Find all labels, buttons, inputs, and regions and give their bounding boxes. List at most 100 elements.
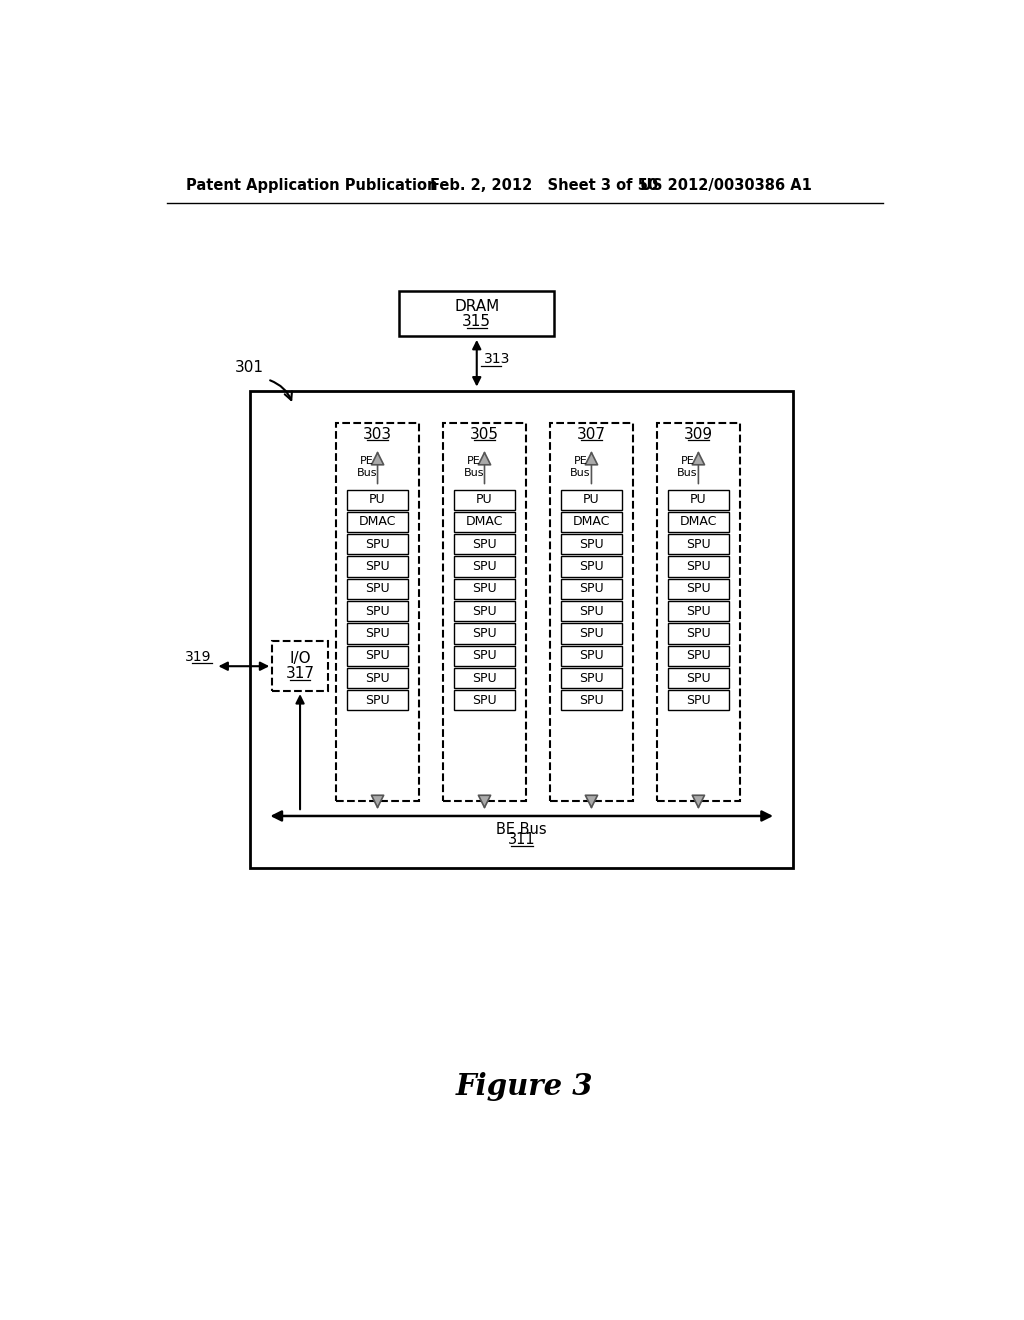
Bar	[669, 490, 729, 510]
Bar	[347, 512, 408, 532]
Bar	[455, 623, 515, 644]
Bar	[669, 557, 729, 577]
Bar	[442, 424, 526, 800]
Text: SPU: SPU	[686, 649, 711, 663]
Text: DMAC: DMAC	[466, 515, 503, 528]
Text: SPU: SPU	[366, 627, 390, 640]
Text: PE
Bus: PE Bus	[570, 457, 591, 478]
Text: DMAC: DMAC	[358, 515, 396, 528]
Text: DMAC: DMAC	[572, 515, 610, 528]
Text: SPU: SPU	[686, 627, 711, 640]
Text: PE
Bus: PE Bus	[464, 457, 484, 478]
Bar	[656, 424, 740, 800]
Bar	[455, 535, 515, 554]
Bar	[455, 512, 515, 532]
Bar	[550, 424, 633, 800]
Text: SPU: SPU	[472, 537, 497, 550]
Text: SPU: SPU	[366, 560, 390, 573]
Text: DMAC: DMAC	[680, 515, 717, 528]
Bar	[561, 690, 622, 710]
Text: PU: PU	[690, 492, 707, 506]
Bar	[336, 424, 420, 800]
Text: SPU: SPU	[366, 605, 390, 618]
Text: Patent Application Publication: Patent Application Publication	[186, 178, 437, 193]
Text: SPU: SPU	[580, 649, 604, 663]
Bar	[561, 601, 622, 622]
Bar	[347, 645, 408, 665]
Text: SPU: SPU	[472, 694, 497, 708]
Text: SPU: SPU	[366, 672, 390, 685]
Text: SPU: SPU	[472, 582, 497, 595]
Bar	[399, 290, 554, 335]
Bar	[455, 690, 515, 710]
Text: SPU: SPU	[686, 582, 711, 595]
Text: SPU: SPU	[686, 560, 711, 573]
Bar	[669, 623, 729, 644]
Bar	[561, 512, 622, 532]
Text: 303: 303	[362, 426, 392, 442]
Bar	[347, 535, 408, 554]
Text: DRAM: DRAM	[454, 298, 500, 314]
Text: SPU: SPU	[580, 537, 604, 550]
Text: PU: PU	[583, 492, 600, 506]
Bar	[561, 668, 622, 688]
Text: Figure 3: Figure 3	[456, 1072, 594, 1101]
Text: PE
Bus: PE Bus	[677, 457, 697, 478]
Text: SPU: SPU	[580, 672, 604, 685]
Bar	[455, 490, 515, 510]
Bar	[561, 535, 622, 554]
Bar	[669, 535, 729, 554]
Text: SPU: SPU	[686, 605, 711, 618]
Text: SPU: SPU	[686, 672, 711, 685]
Text: 319: 319	[185, 649, 212, 664]
Text: US 2012/0030386 A1: US 2012/0030386 A1	[640, 178, 811, 193]
Text: SPU: SPU	[472, 560, 497, 573]
Text: PE
Bus: PE Bus	[356, 457, 377, 478]
Bar	[347, 557, 408, 577]
Text: Feb. 2, 2012   Sheet 3 of 50: Feb. 2, 2012 Sheet 3 of 50	[430, 178, 658, 193]
Bar	[455, 668, 515, 688]
Text: SPU: SPU	[366, 537, 390, 550]
Text: SPU: SPU	[580, 605, 604, 618]
Text: 313: 313	[483, 352, 510, 367]
Text: I/O: I/O	[289, 651, 311, 667]
Bar	[251, 391, 793, 869]
Text: SPU: SPU	[580, 694, 604, 708]
Bar	[669, 601, 729, 622]
Text: SPU: SPU	[580, 627, 604, 640]
Text: SPU: SPU	[686, 694, 711, 708]
Text: 301: 301	[234, 360, 263, 375]
Bar	[455, 557, 515, 577]
Bar	[669, 512, 729, 532]
Bar	[561, 557, 622, 577]
Text: SPU: SPU	[686, 537, 711, 550]
Text: SPU: SPU	[472, 649, 497, 663]
Text: SPU: SPU	[580, 582, 604, 595]
Bar	[669, 668, 729, 688]
Text: SPU: SPU	[472, 605, 497, 618]
Bar	[347, 690, 408, 710]
Bar	[347, 601, 408, 622]
Bar	[347, 623, 408, 644]
Bar	[347, 490, 408, 510]
Text: 315: 315	[462, 314, 492, 329]
Bar	[455, 601, 515, 622]
Text: PU: PU	[370, 492, 386, 506]
Text: 307: 307	[577, 426, 606, 442]
Bar	[347, 668, 408, 688]
Bar	[669, 579, 729, 599]
Text: 311: 311	[508, 833, 536, 847]
Bar	[455, 579, 515, 599]
Text: PU: PU	[476, 492, 493, 506]
Text: 309: 309	[684, 426, 713, 442]
Bar	[561, 579, 622, 599]
Bar	[272, 642, 328, 692]
Bar	[455, 645, 515, 665]
Text: SPU: SPU	[366, 582, 390, 595]
Bar	[669, 645, 729, 665]
Bar	[561, 623, 622, 644]
Text: SPU: SPU	[366, 649, 390, 663]
Text: 317: 317	[286, 667, 314, 681]
Text: SPU: SPU	[472, 627, 497, 640]
Text: 305: 305	[470, 426, 499, 442]
